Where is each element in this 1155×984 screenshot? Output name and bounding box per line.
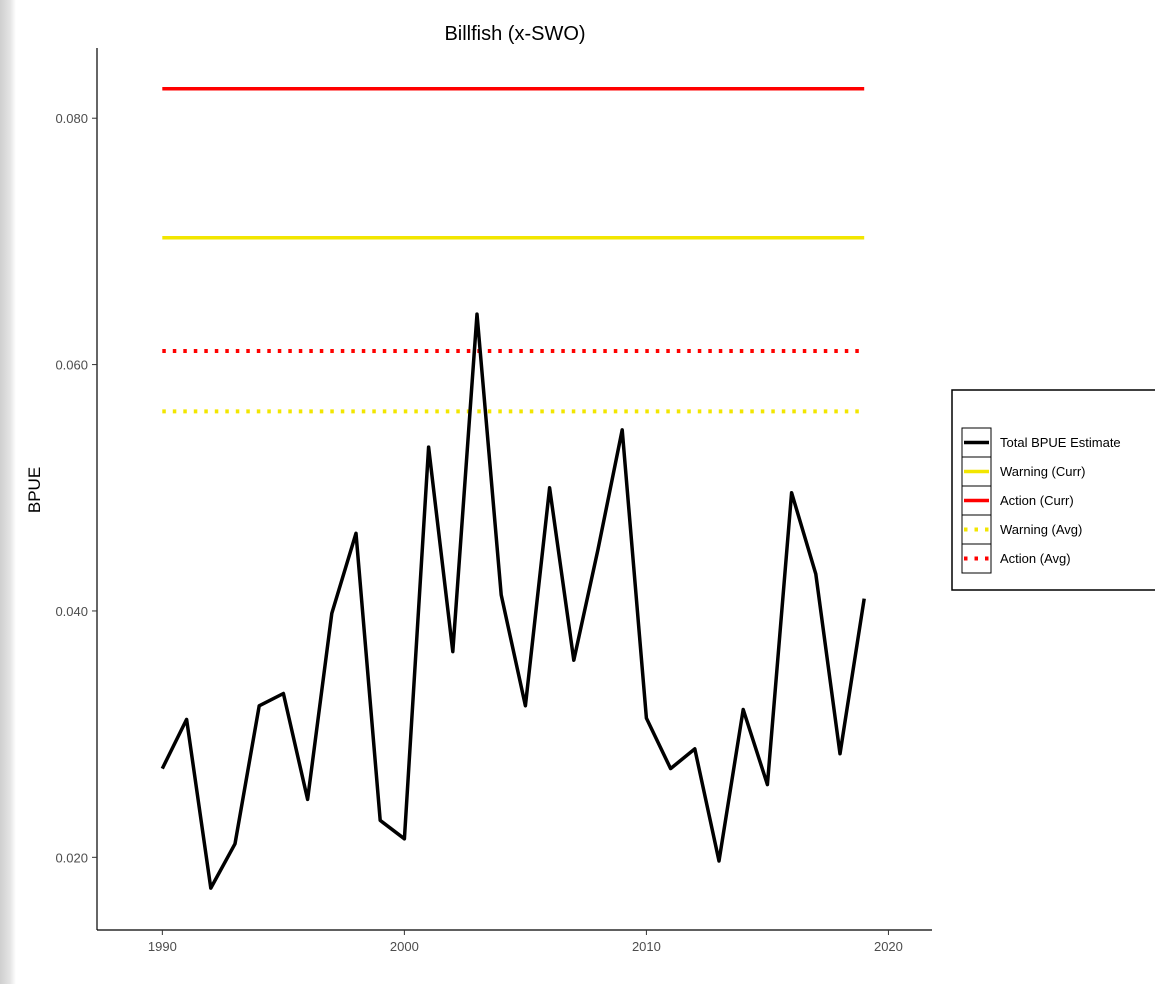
- legend-label-action-avg: Action (Avg): [1000, 551, 1071, 566]
- legend-label-action-curr: Action (Curr): [1000, 493, 1074, 508]
- x-tick-label: 2020: [874, 939, 903, 954]
- y-tick-label: 0.040: [55, 604, 88, 619]
- chart-title: Billfish (x-SWO): [444, 23, 585, 45]
- legend-label-warning-avg: Warning (Avg): [1000, 522, 1082, 537]
- series-line-total-bpue-estimate: [160, 312, 866, 890]
- y-tick-label: 0.080: [55, 111, 88, 126]
- x-tick-label: 2000: [390, 939, 419, 954]
- y-tick-label: 0.020: [55, 850, 88, 865]
- x-tick-label: 1990: [148, 939, 177, 954]
- axes: 1990 2000 2010 2020 0.020 0.040 0.060 0.080: [55, 48, 932, 954]
- legend: Total BPUE Estimate Warning (Curr) Action …: [951, 389, 1155, 591]
- x-tick-label: 2010: [632, 939, 661, 954]
- y-tick-label: 0.060: [55, 358, 88, 373]
- legend-label-warning-curr: Warning (Curr): [1000, 464, 1085, 479]
- legend-label-total-bpue-estimate: Total BPUE Estimate: [1000, 435, 1121, 450]
- plot-lines: [160, 86, 866, 890]
- y-axis-title: BPUE: [25, 467, 44, 513]
